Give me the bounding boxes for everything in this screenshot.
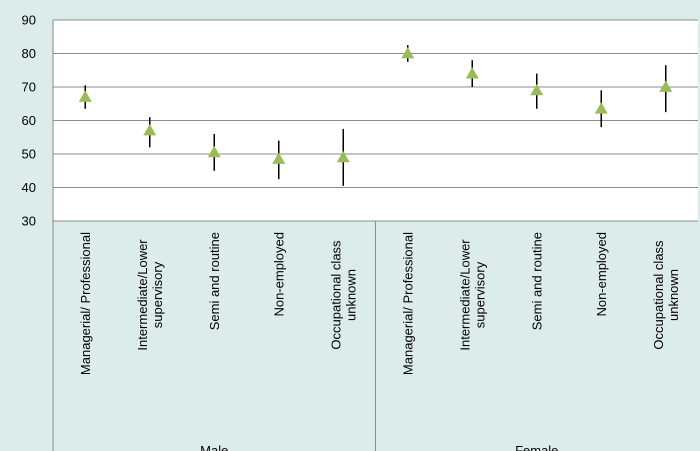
x-category-label: Managerial/ Professional — [78, 232, 93, 375]
data-point-marker — [78, 90, 92, 102]
data-point-marker — [465, 67, 479, 79]
x-category-label: Occupational classunknown — [651, 240, 681, 350]
x-category-label: Managerial/ Professional — [400, 232, 415, 375]
x-category-label: Intermediate/Lowersupervisory — [457, 239, 487, 351]
data-point-marker — [401, 47, 415, 59]
group-label: Female — [515, 443, 558, 451]
data-point-marker — [336, 150, 350, 163]
x-category-label: Non-employed — [271, 232, 286, 317]
x-category-label: Occupational classunknown — [328, 240, 358, 350]
y-tick-label: 70 — [22, 80, 36, 95]
y-tick-label: 40 — [22, 180, 36, 195]
x-category-label: Semi and routine — [207, 232, 222, 330]
y-tick-label: 60 — [22, 113, 36, 128]
x-category-label: Intermediate/Lowersupervisory — [135, 239, 165, 351]
x-category-label: Semi and routine — [529, 232, 544, 330]
data-point-marker — [272, 152, 286, 164]
y-tick-label: 90 — [22, 13, 36, 28]
y-tick-label: 30 — [22, 214, 36, 229]
y-tick-label: 50 — [22, 147, 36, 162]
x-category-label: Non-employed — [594, 232, 609, 317]
data-point-marker — [594, 102, 608, 114]
group-label: Male — [200, 443, 228, 451]
y-tick-label: 80 — [22, 46, 36, 61]
data-point-marker — [530, 83, 544, 96]
data-point-marker — [143, 124, 157, 136]
data-point-marker — [659, 80, 673, 92]
data-point-marker — [207, 145, 221, 158]
